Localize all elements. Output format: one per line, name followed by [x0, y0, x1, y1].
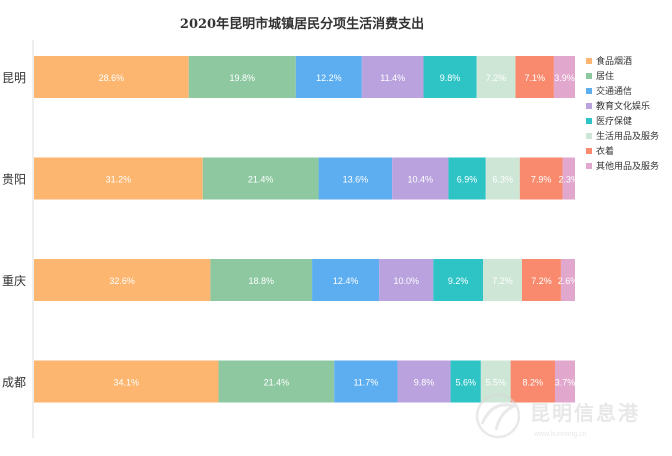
bar-segment	[312, 259, 380, 301]
data-label: 11.7%	[353, 378, 378, 388]
data-label: 6.9%	[457, 175, 478, 185]
legend-swatch	[586, 73, 592, 79]
bar-segment	[34, 259, 211, 301]
legend-label: 交通通信	[596, 85, 632, 97]
data-label: 34.1%	[113, 378, 139, 388]
data-label: 12.2%	[316, 73, 342, 83]
data-label: 21.4%	[248, 175, 274, 185]
data-label: 2.3%	[559, 175, 580, 185]
data-label: 6.3%	[493, 175, 514, 185]
bar-segment	[560, 259, 575, 301]
data-label: 11.4%	[380, 73, 405, 83]
bar-segment	[485, 157, 520, 200]
data-label: 8.2%	[523, 378, 544, 388]
legend-swatch	[586, 88, 592, 94]
watermark: 昆明信息港 www.kunming.cn	[475, 393, 640, 439]
category-label: 昆明	[2, 71, 26, 85]
legend-label: 生活用品及服务	[596, 130, 659, 142]
bar-segment	[515, 56, 554, 98]
legend-label: 医疗保健	[596, 115, 632, 127]
bar-segment	[554, 360, 575, 403]
legend-swatch	[586, 148, 592, 154]
legend-swatch	[586, 118, 592, 124]
bar-segment	[188, 56, 296, 98]
data-label: 5.5%	[485, 378, 506, 388]
data-label: 9.2%	[448, 276, 469, 286]
watermark-logo-swoosh	[480, 403, 519, 431]
bar-segment	[476, 56, 516, 98]
legend-label: 居住	[596, 70, 614, 82]
legend-swatch	[586, 58, 592, 64]
category-label: 贵阳	[2, 173, 26, 187]
watermark-name: 昆明信息港	[530, 401, 640, 425]
bar-segment	[34, 157, 203, 200]
watermark-logo-icon	[475, 393, 521, 439]
data-label: 28.6%	[99, 73, 125, 83]
bar-segment	[361, 56, 424, 98]
data-label: 3.9%	[554, 73, 575, 83]
category-label: 成都	[2, 376, 26, 390]
bar-segment	[379, 259, 434, 301]
bar-segment	[423, 56, 477, 98]
data-label: 7.2%	[531, 276, 552, 286]
bar-segment	[392, 157, 449, 200]
data-label: 7.2%	[486, 73, 507, 83]
bar-segment	[34, 56, 189, 98]
chart-title: 2020年昆明市城镇居民分项生活消费支出	[180, 16, 424, 32]
data-label: 3.7%	[555, 378, 576, 388]
data-label: 9.8%	[414, 378, 435, 388]
data-label: 7.2%	[492, 276, 513, 286]
legend-swatch	[586, 133, 592, 139]
bar-segment	[210, 259, 313, 301]
bar-segment	[553, 56, 575, 98]
bar-segment	[483, 259, 522, 301]
data-label: 21.4%	[264, 378, 290, 388]
data-label: 2.6%	[558, 276, 579, 286]
data-label: 7.1%	[524, 73, 545, 83]
bar-segment	[510, 360, 555, 403]
legend-label: 衣着	[596, 145, 614, 157]
watermark-domain: www.kunming.cn	[533, 431, 587, 438]
data-label: 18.8%	[248, 276, 274, 286]
data-label: 12.4%	[333, 276, 359, 286]
bar-segment	[519, 157, 563, 200]
legend-swatch	[586, 163, 592, 169]
bar-segment	[318, 157, 393, 200]
bar-segment	[295, 56, 362, 98]
legend-label: 其他用品及服务	[596, 160, 659, 172]
legend-label: 教育文化娱乐	[596, 100, 650, 112]
bar-segment	[521, 259, 561, 301]
bar-segment	[397, 360, 451, 403]
bar-segment	[334, 360, 398, 403]
data-label: 31.2%	[106, 175, 132, 185]
bar-segment	[562, 157, 575, 200]
bar-segment	[448, 157, 486, 200]
data-label: 7.9%	[531, 175, 552, 185]
bar-segment	[450, 360, 481, 403]
data-label: 10.4%	[408, 175, 434, 185]
legend-label: 食品烟酒	[596, 55, 632, 67]
data-label: 5.6%	[455, 378, 476, 388]
bar-segment	[34, 360, 219, 403]
legend-swatch	[586, 103, 592, 109]
bar-segment	[202, 157, 319, 200]
bar-segment	[433, 259, 484, 301]
data-label: 9.8%	[440, 73, 461, 83]
data-label: 32.6%	[109, 276, 135, 286]
data-label: 10.0%	[393, 276, 419, 286]
data-label: 19.8%	[230, 73, 256, 83]
bar-segment	[218, 360, 335, 403]
data-label: 13.6%	[343, 175, 369, 185]
category-label: 重庆	[2, 274, 26, 288]
bars-group: 28.6% 19.8% 12.2% 11.4% 9.8% 7.2% 7.1% 3.9% 31.2…	[34, 56, 579, 403]
